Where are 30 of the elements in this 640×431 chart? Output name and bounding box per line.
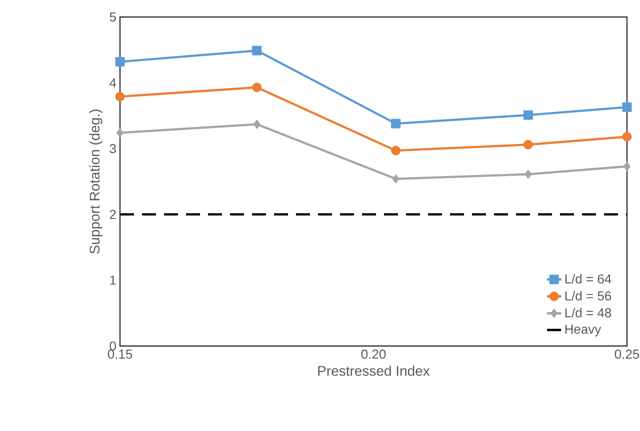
point xyxy=(115,92,125,102)
legend-label: L/d = 64 xyxy=(565,274,612,284)
point xyxy=(523,140,533,150)
y-tick-label: 2 xyxy=(110,210,116,219)
x-tick-label: 0.20 xyxy=(361,350,386,359)
point xyxy=(524,170,532,180)
y-tick-label: 1 xyxy=(110,276,116,285)
x-tick-label: 0.15 xyxy=(108,350,132,359)
legend-label: L/d = 56 xyxy=(565,290,612,300)
y-tick-label: 5 xyxy=(110,12,116,22)
point xyxy=(623,162,631,172)
point xyxy=(116,128,124,138)
point xyxy=(622,102,632,112)
legend-label: L/d = 48 xyxy=(565,308,612,318)
point xyxy=(391,146,401,156)
point xyxy=(391,118,401,128)
point xyxy=(622,132,632,142)
point xyxy=(523,110,533,120)
y-tick-label: 4 xyxy=(110,78,116,88)
y-axis-title: Support Rotation (deg.) xyxy=(89,110,102,254)
x-tick-label: 0.25 xyxy=(614,350,640,359)
point xyxy=(252,82,262,92)
y-tick-label: 3 xyxy=(110,144,116,154)
x-axis-title: Prestressed Index xyxy=(318,366,430,376)
y-tick-label: 0 xyxy=(110,341,116,351)
legend-label: Heavy xyxy=(565,324,602,336)
point xyxy=(392,174,400,184)
point xyxy=(115,56,125,66)
point xyxy=(252,46,262,56)
point xyxy=(253,120,261,129)
